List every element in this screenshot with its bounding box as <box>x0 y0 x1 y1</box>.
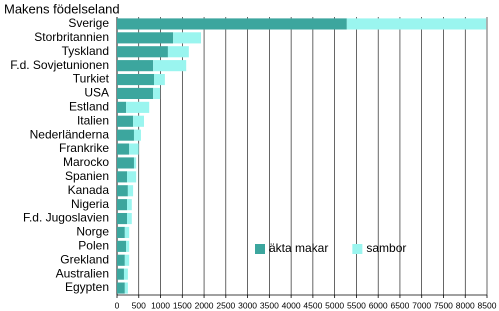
y-tick-label: Frankrike <box>59 141 109 155</box>
bar <box>153 87 161 100</box>
legend-swatch <box>255 244 265 254</box>
x-tick-label: 6000 <box>369 300 388 310</box>
bar <box>126 101 150 113</box>
bar <box>346 18 487 30</box>
bar <box>117 143 130 155</box>
y-tick-label: Norge <box>76 225 109 239</box>
x-tick-label: 4000 <box>282 300 301 310</box>
x-tick-label: 5500 <box>347 300 366 310</box>
bar <box>117 73 154 86</box>
bar <box>117 101 127 113</box>
y-tick-label: Kanada <box>68 183 110 197</box>
bar <box>117 60 154 72</box>
y-tick-label: Spanien <box>65 169 109 183</box>
bar <box>117 87 154 100</box>
y-tick-label: Australien <box>56 266 109 280</box>
bar <box>117 212 128 225</box>
bar <box>123 268 128 280</box>
chart-title: Makens födelseland <box>4 1 120 16</box>
bar <box>126 240 130 252</box>
y-tick-label: F.d. Jugoslavien <box>23 211 109 225</box>
x-tick-label: 2000 <box>195 300 214 310</box>
y-tick-label: Egypten <box>65 280 109 294</box>
bar <box>117 18 347 30</box>
y-tick-label: Marocko <box>63 155 109 169</box>
bar <box>117 226 125 239</box>
bar <box>127 199 132 211</box>
y-tick-label: Tyskland <box>62 44 109 58</box>
bar <box>117 129 134 141</box>
bar <box>124 226 130 239</box>
x-tick-label: 0 <box>115 300 120 310</box>
bar <box>117 282 125 294</box>
bar <box>124 282 128 294</box>
y-tick-label: Sverige <box>68 16 109 30</box>
y-tick-label: Storbritannien <box>34 30 109 44</box>
y-tick-label: Polen <box>78 239 109 253</box>
legend-label: äkta makar <box>269 241 328 255</box>
bar <box>117 46 168 58</box>
y-tick-label: F.d. Sovjetunionen <box>10 58 109 72</box>
y-tick-label: Grekland <box>60 252 109 266</box>
x-tick-label: 8500 <box>478 300 497 310</box>
x-tick-label: 6500 <box>390 300 409 310</box>
bar <box>117 268 124 280</box>
bar <box>117 254 125 266</box>
bar <box>154 73 165 86</box>
bar <box>117 240 127 252</box>
x-tick-label: 2500 <box>216 300 235 310</box>
bar <box>153 60 187 72</box>
x-tick-label: 4500 <box>303 300 322 310</box>
bar <box>133 115 144 127</box>
bar <box>117 157 134 169</box>
x-tick-label: 7000 <box>412 300 431 310</box>
x-tick-label: 7500 <box>434 300 453 310</box>
x-tick-label: 500 <box>132 300 146 310</box>
bar <box>124 254 130 266</box>
bar <box>117 185 128 197</box>
bar <box>127 171 137 183</box>
bar <box>133 129 141 141</box>
x-tick-label: 1000 <box>151 300 170 310</box>
y-tick-label: Estland <box>69 100 109 114</box>
y-tick-label: Nigeria <box>71 197 109 211</box>
y-tick-label: USA <box>84 86 109 100</box>
bar <box>117 115 134 127</box>
x-tick-label: 3500 <box>260 300 279 310</box>
bar <box>129 143 139 155</box>
y-tick-label: Nederländerna <box>30 127 110 141</box>
x-tick-label: 5000 <box>325 300 344 310</box>
x-tick-label: 8000 <box>456 300 475 310</box>
legend-label: sambor <box>366 241 406 255</box>
x-tick-label: 1500 <box>173 300 192 310</box>
x-tick-label: 3000 <box>238 300 257 310</box>
bar <box>133 157 137 169</box>
bar <box>117 171 128 183</box>
bar <box>117 199 128 211</box>
bar <box>127 185 134 197</box>
bar <box>127 212 132 225</box>
bar <box>167 46 189 58</box>
bar <box>173 32 202 44</box>
legend-swatch <box>352 244 363 254</box>
bar <box>117 32 174 44</box>
y-tick-label: Italien <box>77 113 109 127</box>
y-tick-label: Turkiet <box>73 72 110 86</box>
